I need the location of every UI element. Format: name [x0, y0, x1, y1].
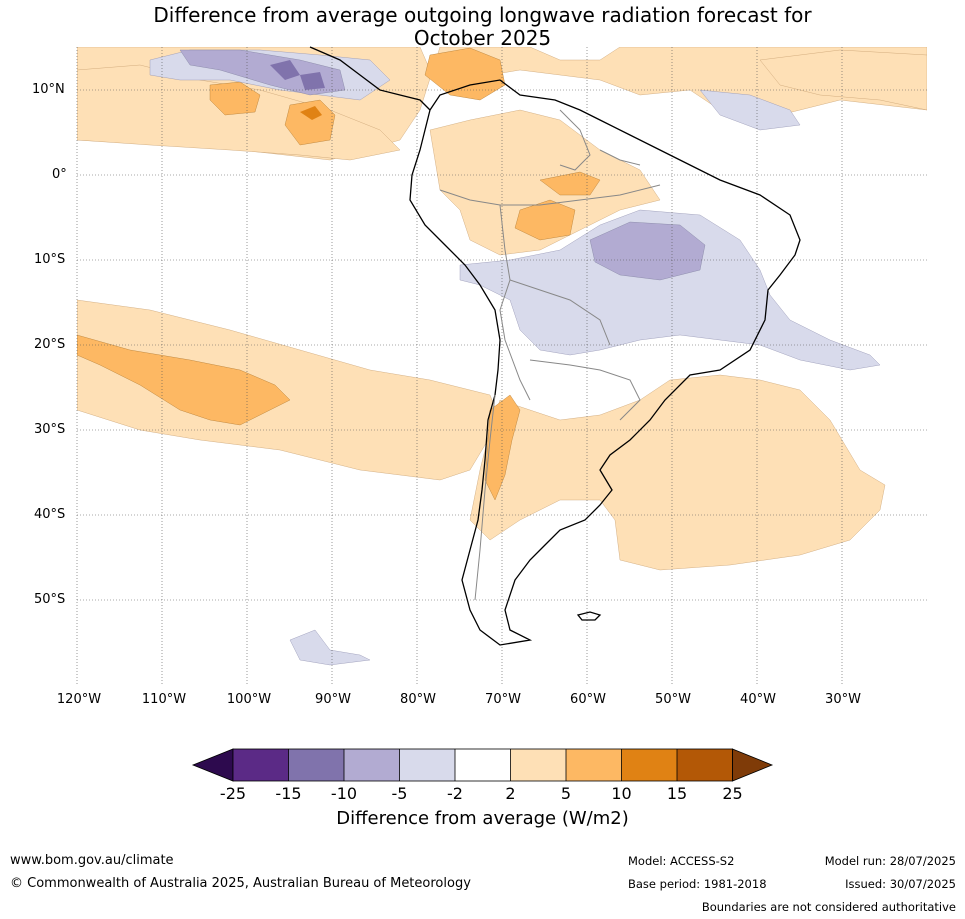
- positive-anomaly-5-10-c: [424, 47, 506, 101]
- colorbar-swatch-8: [621, 749, 677, 781]
- lat-label-50s: 50°S: [34, 592, 66, 607]
- colorbar-extend-low: [191, 748, 234, 782]
- negative-anomaly-east-pacific: [699, 89, 801, 131]
- colorbar-tick: -5: [391, 784, 408, 803]
- colorbar-swatch-3: [344, 749, 400, 781]
- positive-anomaly-5-10-e: [539, 171, 601, 196]
- colorbar-swatch-5: [455, 749, 511, 781]
- coastlines: [309, 46, 801, 646]
- boundaries-disclaimer: Boundaries are not considered authoritat…: [701, 900, 956, 914]
- falkland-islands: [576, 611, 602, 621]
- colorbar-label: Difference from average (W/m2): [336, 808, 629, 829]
- base-period: Base period: 1981-2018: [628, 877, 767, 891]
- map-title: Difference from average outgoing longwav…: [0, 4, 965, 50]
- colorbar-tick: 5: [560, 784, 572, 803]
- colorbar-tick: 25: [722, 784, 743, 803]
- colorbar-tick: -10: [330, 784, 358, 803]
- negative-anomaly-south-pacific-small: [289, 629, 371, 666]
- colorbar-extend-high: [732, 748, 774, 782]
- colorbar-swatch-4: [399, 749, 455, 781]
- colorbar-tick: -15: [275, 784, 302, 803]
- title-line-1: Difference from average outgoing longwav…: [153, 3, 812, 27]
- lon-label-120w: 120°W: [56, 692, 102, 707]
- colorbar-swatch-6: [510, 749, 566, 781]
- lon-label-80w: 80°W: [400, 692, 436, 707]
- lat-label-40s: 40°S: [34, 507, 66, 522]
- lat-label-10s: 10°S: [34, 252, 66, 267]
- colorbar-tick: 15: [666, 784, 688, 803]
- model-run-date: Model run: 28/07/2025: [824, 854, 956, 868]
- positive-anomaly-10-15: [300, 106, 322, 120]
- website-link[interactable]: www.bom.gov.au/climate: [10, 853, 174, 868]
- positive-anomaly-5-10-d: [514, 199, 576, 241]
- lon-label-60w: 60°W: [570, 692, 606, 707]
- colorbar-swatch-2: [288, 749, 344, 781]
- issued-date: Issued: 30/07/2025: [845, 877, 956, 891]
- anomaly-field: [77, 47, 927, 666]
- lon-label-90w: 90°W: [315, 692, 351, 707]
- negative-anomaly-north-pacific-deep: [270, 60, 325, 90]
- colorbar-swatch-7: [566, 749, 622, 781]
- positive-anomaly-south-pacific: [77, 299, 501, 481]
- title-line-2: October 2025: [413, 26, 552, 50]
- negative-anomaly-brazil: [459, 209, 881, 371]
- lon-label-100w: 100°W: [226, 692, 272, 707]
- colorbar-tick: -2: [447, 784, 463, 803]
- lon-label-40w: 40°W: [740, 692, 776, 707]
- lon-label-50w: 50°W: [655, 692, 691, 707]
- positive-anomaly-east-tropical-atlantic: [759, 49, 927, 111]
- colorbar-swatch-9: [677, 749, 733, 781]
- positive-anomaly-south-atlantic: [469, 374, 886, 571]
- positive-anomaly-5-10-b: [284, 99, 336, 146]
- colorbar-tick: 2: [505, 784, 516, 803]
- positive-anomaly-5-10-f: [77, 334, 291, 426]
- lat-label-20s: 20°S: [34, 337, 66, 352]
- country-borders: [439, 109, 661, 601]
- lat-label-0: 0°: [52, 167, 67, 182]
- model-name: Model: ACCESS-S2: [628, 854, 735, 868]
- colorbar: [191, 748, 774, 782]
- south-america-coastline: [409, 79, 801, 646]
- lon-label-70w: 70°W: [485, 692, 521, 707]
- positive-anomaly-5-10-g: [484, 394, 521, 501]
- lon-label-30w: 30°W: [825, 692, 861, 707]
- lon-label-110w: 110°W: [141, 692, 187, 707]
- lat-label-30s: 30°S: [34, 422, 66, 437]
- colorbar-tick: 10: [611, 784, 632, 803]
- negative-anomaly-brazil-core: [589, 221, 706, 281]
- lat-label-10n: 10°N: [32, 82, 65, 97]
- copyright-text: © Commonwealth of Australia 2025, Austra…: [10, 876, 471, 891]
- colorbar-swatch-1: [233, 749, 289, 781]
- colorbar-tick: -25: [219, 784, 247, 803]
- central-america-coastline: [309, 46, 431, 111]
- graticule: [76, 47, 927, 685]
